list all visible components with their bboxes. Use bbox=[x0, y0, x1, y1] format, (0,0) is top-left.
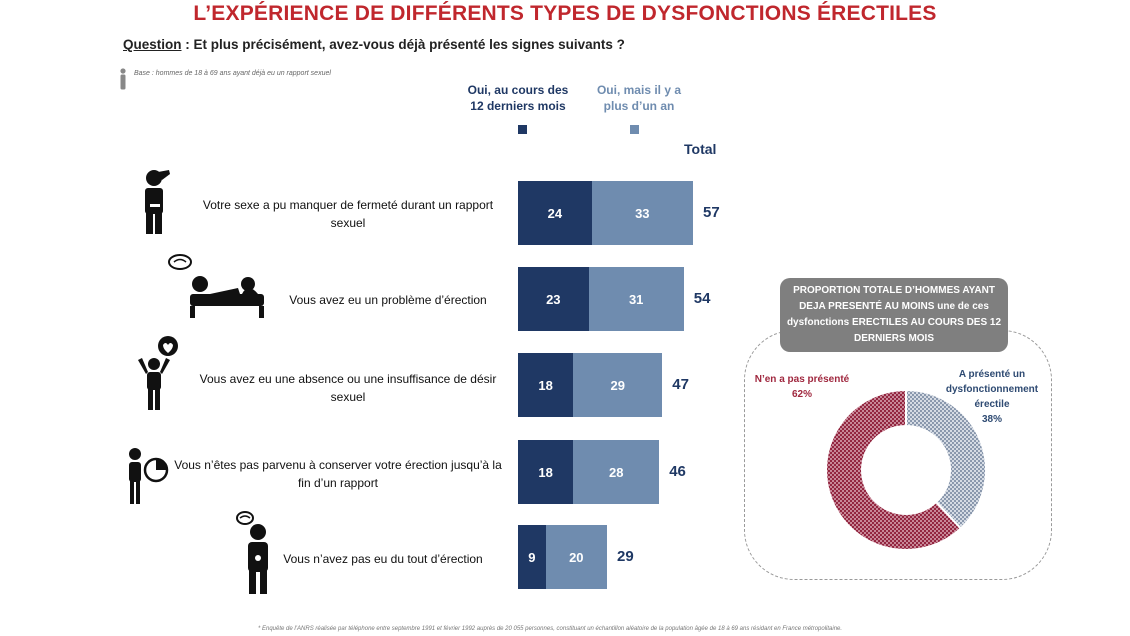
total-value-1: 57 bbox=[702, 204, 720, 221]
donut-slice-not bbox=[825, 388, 963, 551]
person-icon bbox=[119, 68, 127, 95]
total-value-2: 54 bbox=[693, 290, 711, 307]
row-label-3: Vous avez eu une absence ou une insuffis… bbox=[199, 372, 497, 404]
man-with-heart-thought-icon bbox=[134, 334, 184, 412]
man-with-worry-cloud-icon bbox=[236, 510, 276, 596]
donut-label-yes: A présenté un dysfonctionnement érectile… bbox=[930, 367, 1054, 427]
bar-older-2: 31 bbox=[588, 267, 684, 331]
donut-label-yes-text: A présenté un dysfonctionnement érectile bbox=[945, 369, 1039, 410]
footnote: * Enquête de l’ANRS réalisée par télépho… bbox=[258, 626, 843, 632]
base-note: Base : hommes de 18 à 69 ans ayant déjà … bbox=[134, 70, 331, 77]
bar-recent-4: 18 bbox=[518, 440, 574, 504]
total-value-3: 47 bbox=[672, 376, 689, 393]
bar-older-3: 29 bbox=[573, 353, 663, 417]
legend-light-swatch bbox=[630, 125, 639, 134]
row-label-4: Vous n’êtes pas parvenu à conserver votr… bbox=[174, 458, 502, 490]
donut-title: PROPORTION TOTALE D’HOMMES AYANT DEJA PR… bbox=[780, 278, 1008, 352]
donut-chart bbox=[825, 388, 987, 551]
total-value-5: 29 bbox=[617, 548, 634, 565]
bar-older-4: 28 bbox=[573, 440, 660, 504]
legend-light-label: Oui, mais il y a plus d’un an bbox=[596, 83, 682, 113]
question: Question : Et plus précisément, avez-vou… bbox=[123, 37, 625, 52]
donut-label-not: N’en a pas présenté 62% bbox=[752, 372, 852, 402]
page-title: L’EXPÉRIENCE DE DIFFÉRENTS TYPES DE DYSF… bbox=[193, 2, 937, 25]
question-text: : Et plus précisément, avez-vous déjà pr… bbox=[181, 37, 625, 52]
donut-slice-yes bbox=[905, 388, 987, 530]
man-with-clock-icon bbox=[126, 446, 172, 506]
bar-recent-1: 24 bbox=[518, 181, 592, 245]
donut-label-not-value: 62% bbox=[791, 389, 812, 400]
row-label-5: Vous n’avez pas eu du tout d’érection bbox=[283, 552, 483, 566]
confused-man-icon bbox=[136, 168, 176, 238]
total-value-4: 46 bbox=[669, 463, 686, 480]
question-label: Question bbox=[123, 37, 182, 52]
legend-dark-label: Oui, au cours des 12 derniers mois bbox=[467, 83, 569, 113]
bar-recent-5: 9 bbox=[518, 525, 546, 589]
legend-dark-swatch bbox=[518, 125, 527, 134]
donut-label-yes-value: 38% bbox=[981, 414, 1002, 425]
donut-label-not-text: N’en a pas présenté bbox=[754, 374, 850, 385]
bar-recent-2: 23 bbox=[518, 267, 589, 331]
bar-recent-3: 18 bbox=[518, 353, 574, 417]
total-header: Total bbox=[684, 141, 717, 157]
row-label-1: Votre sexe a pu manquer de fermeté duran… bbox=[202, 198, 494, 230]
bar-older-5: 20 bbox=[545, 525, 608, 589]
bar-older-1: 33 bbox=[591, 181, 693, 245]
man-lying-on-bed-icon bbox=[166, 250, 270, 320]
row-label-2: Vous avez eu un problème d’érection bbox=[289, 293, 487, 307]
